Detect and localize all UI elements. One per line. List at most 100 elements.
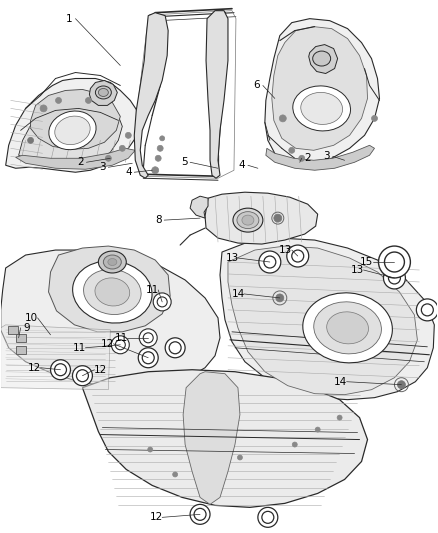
Circle shape (237, 455, 242, 460)
Text: 13: 13 (351, 265, 364, 275)
Polygon shape (89, 80, 117, 106)
Circle shape (389, 272, 400, 284)
Ellipse shape (313, 51, 331, 66)
Circle shape (165, 338, 185, 358)
Circle shape (371, 116, 378, 122)
Circle shape (148, 447, 153, 452)
Ellipse shape (314, 302, 381, 354)
Polygon shape (190, 196, 208, 218)
Circle shape (258, 507, 278, 527)
Circle shape (85, 98, 92, 103)
Circle shape (276, 294, 284, 302)
Ellipse shape (301, 92, 343, 124)
Text: 9: 9 (23, 323, 30, 333)
Circle shape (279, 115, 286, 122)
Text: 12: 12 (149, 512, 163, 522)
Polygon shape (272, 27, 367, 150)
Ellipse shape (49, 111, 96, 150)
Text: 4: 4 (125, 167, 131, 177)
Polygon shape (266, 146, 374, 170)
Polygon shape (265, 19, 379, 163)
Ellipse shape (95, 278, 130, 306)
Polygon shape (228, 246, 417, 394)
Circle shape (292, 250, 304, 262)
Circle shape (28, 138, 34, 143)
Circle shape (72, 366, 92, 386)
Ellipse shape (95, 86, 111, 99)
Ellipse shape (303, 293, 392, 363)
Circle shape (385, 252, 404, 272)
Circle shape (259, 251, 281, 273)
Circle shape (56, 98, 61, 103)
Circle shape (153, 293, 171, 311)
Ellipse shape (103, 255, 121, 269)
Text: 3: 3 (323, 151, 330, 161)
Ellipse shape (99, 88, 108, 96)
Text: 13: 13 (279, 245, 293, 255)
Polygon shape (6, 78, 140, 172)
Circle shape (54, 364, 67, 376)
Circle shape (421, 304, 433, 316)
Bar (8, 326, 18, 334)
Polygon shape (205, 192, 318, 244)
Circle shape (155, 155, 161, 161)
Circle shape (111, 336, 129, 354)
Polygon shape (19, 96, 122, 164)
Text: 15: 15 (360, 257, 373, 267)
Ellipse shape (237, 212, 259, 229)
Circle shape (262, 511, 274, 523)
Text: 2: 2 (77, 157, 84, 167)
Circle shape (194, 508, 206, 520)
Circle shape (274, 214, 282, 222)
Ellipse shape (327, 312, 368, 344)
Circle shape (384, 267, 406, 289)
Circle shape (119, 146, 125, 151)
Circle shape (139, 329, 157, 347)
Text: 10: 10 (25, 313, 38, 323)
Polygon shape (16, 148, 135, 169)
Text: 12: 12 (28, 363, 41, 373)
Ellipse shape (242, 215, 254, 225)
Polygon shape (1, 250, 220, 387)
Polygon shape (220, 238, 434, 400)
Text: 14: 14 (231, 289, 244, 299)
Polygon shape (31, 90, 120, 149)
Circle shape (157, 297, 167, 307)
Text: 2: 2 (304, 154, 311, 163)
Circle shape (289, 147, 295, 154)
Ellipse shape (99, 251, 126, 273)
Circle shape (40, 105, 47, 112)
Circle shape (138, 348, 158, 368)
Circle shape (143, 333, 153, 343)
Ellipse shape (73, 261, 152, 323)
Polygon shape (49, 246, 170, 332)
Polygon shape (1, 325, 110, 390)
Bar (16, 334, 25, 342)
Circle shape (292, 442, 297, 447)
Circle shape (287, 245, 309, 267)
Circle shape (77, 370, 88, 382)
Circle shape (190, 504, 210, 524)
Ellipse shape (108, 259, 117, 265)
Circle shape (106, 155, 111, 161)
Circle shape (152, 167, 159, 174)
Circle shape (299, 155, 305, 161)
Circle shape (337, 415, 342, 420)
Circle shape (142, 352, 154, 364)
Text: 6: 6 (254, 80, 260, 91)
Text: 12: 12 (101, 339, 114, 349)
Text: 3: 3 (99, 162, 106, 172)
Circle shape (115, 340, 125, 350)
Circle shape (315, 427, 320, 432)
Text: 11: 11 (115, 333, 128, 343)
Polygon shape (309, 45, 338, 74)
Text: 5: 5 (181, 157, 187, 167)
Circle shape (125, 132, 131, 139)
Text: 11: 11 (73, 343, 86, 353)
Circle shape (378, 246, 410, 278)
Ellipse shape (84, 269, 141, 314)
Circle shape (50, 360, 71, 379)
Circle shape (160, 136, 165, 141)
Ellipse shape (233, 208, 263, 232)
Circle shape (397, 381, 406, 389)
